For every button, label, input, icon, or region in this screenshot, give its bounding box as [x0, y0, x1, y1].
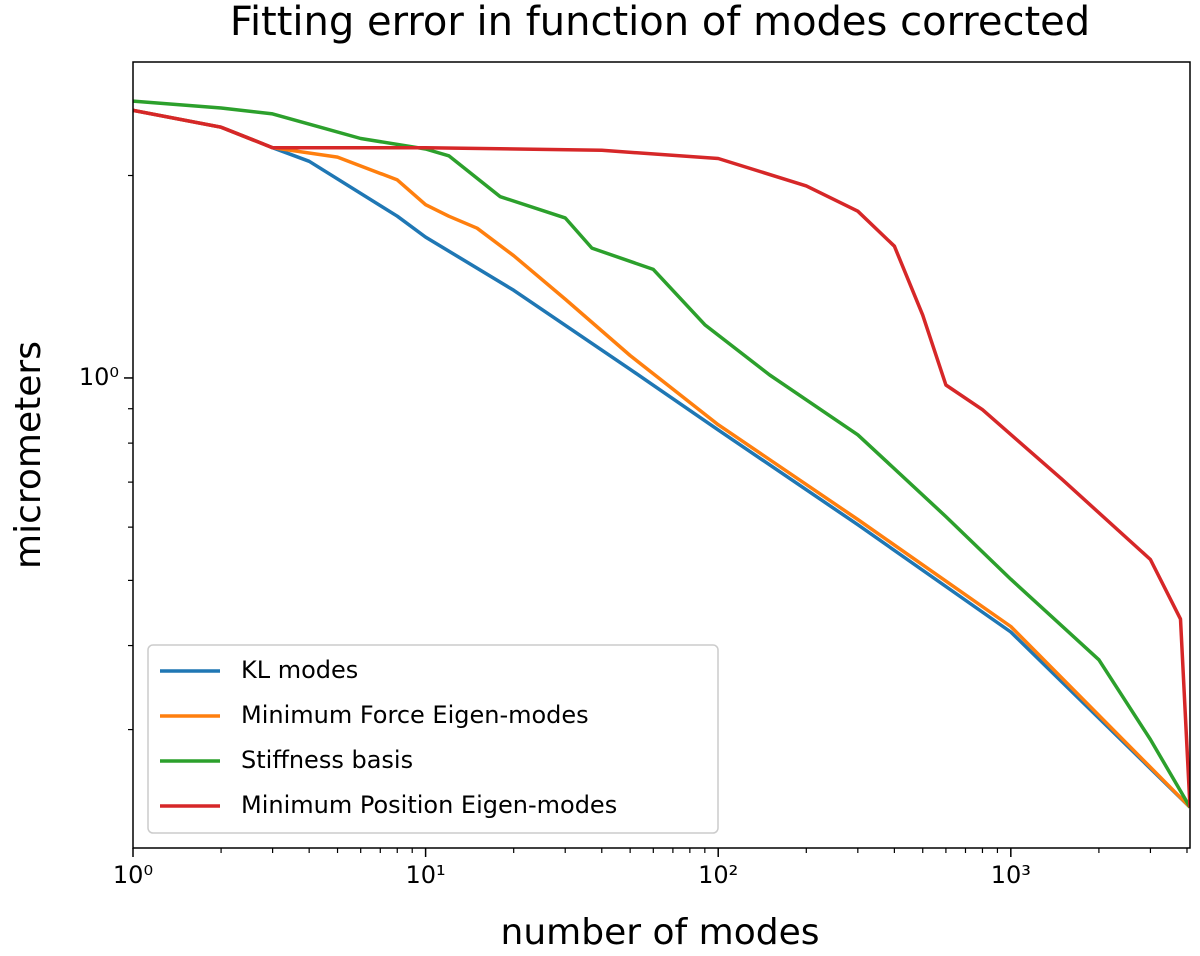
chart-title: Fitting error in function of modes corre… [230, 0, 1090, 45]
x-tick-label: 10³ [991, 861, 1031, 889]
legend-label: Minimum Force Eigen-modes [241, 701, 589, 729]
x-tick-label: 10¹ [406, 861, 446, 889]
legend-label: KL modes [241, 656, 358, 684]
plot-frame [132, 61, 1191, 849]
x-tick-label: 10⁰ [113, 861, 153, 889]
legend-label: Minimum Position Eigen-modes [241, 791, 617, 819]
legend-box [147, 644, 719, 834]
y-axis-label: micrometers [8, 341, 49, 569]
legend-label: Stiffness basis [241, 746, 413, 774]
series-line [133, 108, 1190, 808]
x-axis-label: number of modes [501, 912, 820, 953]
x-tick-label: 10² [698, 861, 738, 889]
series-line [133, 108, 1190, 809]
y-tick-label: 10⁰ [79, 363, 119, 391]
series-line [133, 99, 1190, 809]
